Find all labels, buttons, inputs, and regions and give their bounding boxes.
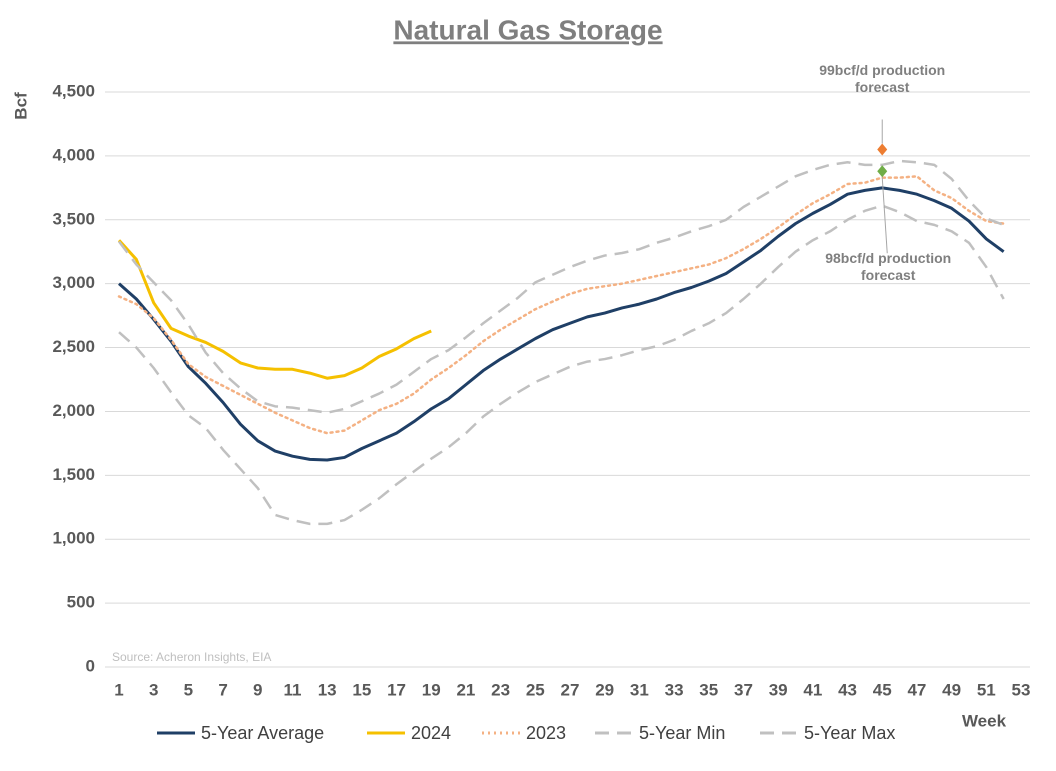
y-tick-label: 500 [67,593,95,612]
x-tick-label: 19 [422,680,441,699]
source-note: Source: Acheron Insights, EIA [112,650,271,664]
x-tick-label: 11 [283,680,301,699]
x-tick-label: 47 [907,680,926,699]
x-tick-label: 27 [561,680,580,699]
series-line [118,186,1005,462]
y-tick-label: 0 [86,656,95,675]
x-tick-label: 5 [184,680,193,699]
y-tick-label: 3,500 [52,209,95,228]
chart-title: Natural Gas Storage [393,14,662,45]
y-tick-label: 3,000 [52,273,95,292]
y-axis-label: Bcf [11,92,30,120]
legend-label: 5-Year Min [639,723,725,743]
x-tick-label: 9 [253,680,262,699]
series-line [118,159,1005,414]
legend-label: 5-Year Max [804,723,895,743]
x-tick-label: 29 [595,680,614,699]
y-tick-label: 1,500 [52,465,95,484]
x-tick-label: 1 [114,680,123,699]
x-tick-label: 39 [769,680,788,699]
x-tick-label: 13 [318,680,337,699]
x-tick-label: 31 [630,680,649,699]
x-tick-label: 43 [838,680,857,699]
x-tick-label: 25 [526,680,545,699]
forecast-point [877,143,888,156]
annotation: 99bcf/d production forecast [819,61,946,95]
y-tick-label: 4,500 [52,81,95,100]
annotation: 98bcf/d production forecast [825,250,952,284]
x-tick-label: 3 [149,680,158,699]
x-tick-label: 17 [387,680,406,699]
legend-label: 5-Year Average [201,723,324,743]
x-tick-label: 35 [699,680,718,699]
x-tick-label: 49 [942,680,961,699]
y-tick-label: 2,500 [52,337,95,356]
x-tick-label: 41 [803,680,822,699]
y-tick-label: 4,000 [52,145,95,164]
x-tick-label: 23 [491,680,510,699]
series-line [117,175,1005,435]
y-tick-label: 1,000 [52,529,95,548]
x-tick-label: 51 [977,680,996,699]
x-axis-label: Week [962,711,1007,730]
x-tick-label: 53 [1012,680,1031,699]
x-tick-label: 15 [352,680,371,699]
x-tick-label: 37 [734,680,753,699]
legend-label: 2023 [526,723,566,743]
series-line [117,239,432,380]
x-tick-label: 7 [218,680,227,699]
series-line [118,204,1005,526]
x-tick-label: 45 [873,680,892,699]
legend-label: 2024 [411,723,451,743]
leader-line [881,177,888,254]
forecast-point [877,165,888,178]
x-tick-label: 21 [456,680,475,699]
y-tick-label: 2,000 [52,401,95,420]
x-tick-label: 33 [665,680,684,699]
